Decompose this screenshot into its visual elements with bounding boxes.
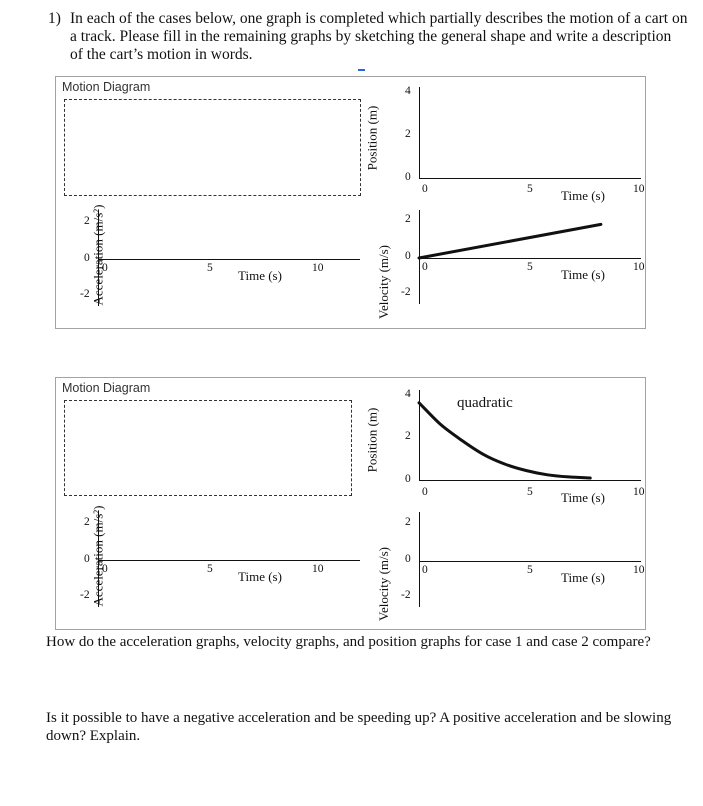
case1-pos-xlabel: Time (s) <box>561 188 605 203</box>
case1-vel-xtick-0: 0 <box>422 261 428 273</box>
case1-acc-ytick-neg2: -2 <box>80 288 90 300</box>
case2-position-series-curve <box>417 401 592 480</box>
case1-vel-xtick-10: 10 <box>633 261 645 273</box>
case1-motion-diagram-box[interactable] <box>64 99 361 196</box>
case1-acc-y-axis <box>98 210 99 306</box>
case2-pos-ytick-2: 2 <box>405 430 411 442</box>
case1-vel-xlabel: Time (s) <box>561 267 605 282</box>
case2-vel-xlabel: Time (s) <box>561 570 605 585</box>
case2-acc-xtick-0: 0 <box>102 563 108 575</box>
case2-pos-x-axis <box>419 480 641 481</box>
case1-acc-x-axis <box>98 259 360 260</box>
case1-vel-y-axis <box>419 210 420 304</box>
case2-acc-xtick-5: 5 <box>207 563 213 575</box>
question-text: In each of the cases below, one graph is… <box>70 10 688 63</box>
case2-vel-xtick-0: 0 <box>422 564 428 576</box>
case2-vel-xtick-10: 10 <box>633 564 645 576</box>
case1-pos-xtick-10: 10 <box>633 183 645 195</box>
case1-motion-diagram-label: Motion Diagram <box>62 80 151 94</box>
case2-pos-ytick-4: 4 <box>405 388 411 400</box>
case2-acc-x-axis <box>98 560 360 561</box>
case2-vel-ytick-0: 0 <box>405 553 411 565</box>
case2-pos-ytick-0: 0 <box>405 473 411 485</box>
case1-acc-ytick-2: 2 <box>84 215 90 227</box>
case1-pos-ytick-0: 0 <box>405 171 411 183</box>
case2-acc-xlabel: Time (s) <box>238 569 282 584</box>
case1-pos-xtick-0: 0 <box>422 183 428 195</box>
text-cursor-mark <box>358 69 365 71</box>
case2-position-ylabel: Position (m) <box>364 407 380 473</box>
case2-motion-diagram-box[interactable] <box>64 400 352 496</box>
negative-acceleration-question: Is it possible to have a negative accele… <box>46 710 672 744</box>
case2-pos-y-axis <box>419 390 420 481</box>
case1-acc-xtick-5: 5 <box>207 262 213 274</box>
case1-pos-ytick-2: 2 <box>405 128 411 140</box>
case1-vel-xtick-5: 5 <box>527 261 533 273</box>
case1-vel-ytick-0: 0 <box>405 250 411 262</box>
case2-pos-xtick-5: 5 <box>527 486 533 498</box>
case2-acc-ytick-neg2: -2 <box>80 589 90 601</box>
case2-vel-x-axis <box>419 561 641 562</box>
case2-velocity-ylabel: Velocity (m/s) <box>376 546 392 622</box>
case2-position-annotation: quadratic <box>457 395 513 411</box>
case2-acc-ytick-0: 0 <box>84 553 90 565</box>
case1-acc-xtick-10: 10 <box>312 262 324 274</box>
question-number: 1) <box>48 10 61 27</box>
case2-panel: Motion Diagram Acceleration (m/s²) 2 0 -… <box>55 377 646 630</box>
case2-vel-y-axis <box>419 512 420 607</box>
case1-vel-ytick-2: 2 <box>405 213 411 225</box>
case1-position-ylabel: Position (m) <box>364 105 380 171</box>
case2-pos-xtick-0: 0 <box>422 486 428 498</box>
case1-acc-xlabel: Time (s) <box>238 268 282 283</box>
case2-vel-ytick-2: 2 <box>405 516 411 528</box>
case2-acc-xtick-10: 10 <box>312 563 324 575</box>
compare-question: How do the acceleration graphs, velocity… <box>46 634 651 650</box>
case1-panel: Motion Diagram Acceleration (m/s²) 2 0 -… <box>55 76 646 329</box>
case1-velocity-ylabel: Velocity (m/s) <box>376 244 392 320</box>
case1-acc-xtick-0: 0 <box>102 262 108 274</box>
case2-pos-xtick-10: 10 <box>633 486 645 498</box>
case1-pos-y-axis <box>419 87 420 179</box>
case1-vel-ytick-neg2: -2 <box>401 286 411 298</box>
case2-motion-diagram-label: Motion Diagram <box>62 381 151 395</box>
case1-vel-x-axis <box>419 258 641 259</box>
case2-acc-y-axis <box>98 511 99 607</box>
case2-pos-xlabel: Time (s) <box>561 490 605 505</box>
case2-acc-ytick-2: 2 <box>84 516 90 528</box>
question-prompt: 1) In each of the cases below, one graph… <box>48 10 688 64</box>
case2-vel-ytick-neg2: -2 <box>401 589 411 601</box>
case1-pos-ytick-4: 4 <box>405 85 411 97</box>
case1-acc-ytick-0: 0 <box>84 252 90 264</box>
case1-pos-x-axis <box>419 178 641 179</box>
case2-vel-xtick-5: 5 <box>527 564 533 576</box>
case1-velocity-series-line <box>417 222 603 260</box>
case1-pos-xtick-5: 5 <box>527 183 533 195</box>
